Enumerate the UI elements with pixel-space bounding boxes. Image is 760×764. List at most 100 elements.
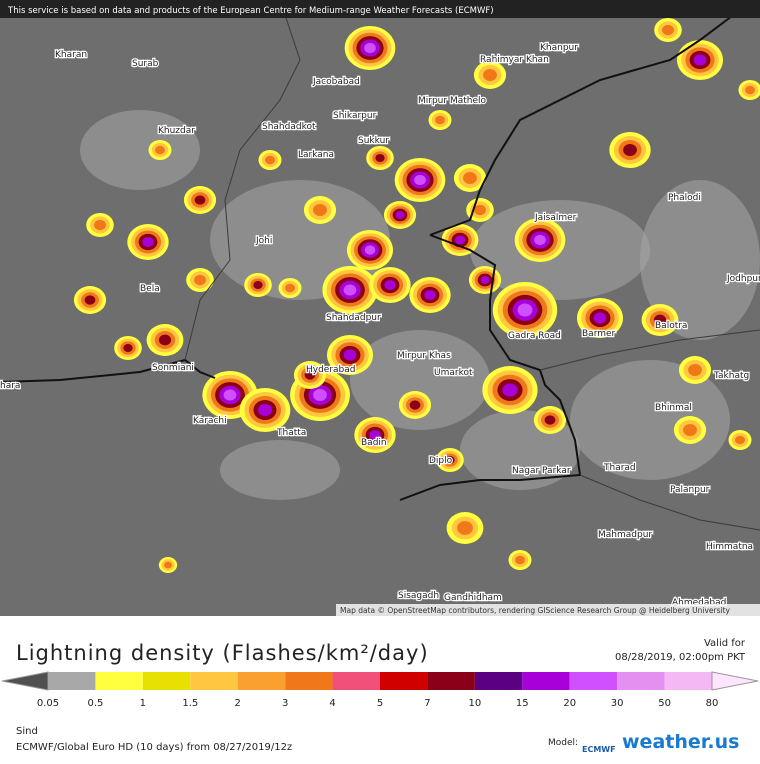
legend-tick-label: 20	[563, 698, 576, 709]
legend-tick-label: 15	[516, 698, 529, 709]
city: Bhinmal	[655, 403, 692, 413]
city: Khuzdar	[158, 126, 195, 136]
city: Shikarpur	[333, 111, 377, 121]
lightning-cell	[435, 116, 445, 125]
city: Jodhpur	[726, 274, 760, 284]
legend-swatch	[427, 672, 474, 690]
lightning-cell	[424, 290, 435, 300]
city: Sukkur	[358, 136, 389, 146]
legend-tick-label: 1	[140, 698, 146, 709]
city: Tharad	[603, 463, 636, 473]
legend-tick-label: 0.05	[37, 698, 59, 709]
lightning-cell	[194, 275, 206, 285]
city: Surab	[132, 59, 159, 69]
lightning-cell	[694, 55, 707, 66]
lightning-cell	[481, 276, 490, 284]
lightning-cell	[164, 562, 172, 569]
legend-swatch	[380, 672, 427, 690]
lightning-cell	[623, 144, 637, 156]
banner-text: This service is based on data and produc…	[7, 6, 494, 16]
lightning-cell	[344, 284, 357, 295]
legend-swatch	[285, 672, 332, 690]
city: Hyderabad	[306, 365, 356, 375]
lightning-cell	[502, 383, 517, 396]
lightning-cell	[364, 43, 376, 53]
legend-swatch	[48, 672, 95, 690]
lightning-cell	[85, 295, 96, 304]
legend-swatch	[143, 672, 190, 690]
city: Badin	[361, 438, 387, 448]
legend-swatch	[617, 672, 664, 690]
legend-tick-label: 10	[468, 698, 481, 709]
legend-tick-label: 1.5	[182, 698, 198, 709]
city: Larkana	[298, 150, 334, 160]
city: Nagar Parkar	[512, 466, 571, 476]
legend-arrow-low	[2, 672, 48, 690]
legend-swatch	[665, 672, 712, 690]
lightning-cell	[159, 335, 171, 346]
lightning-cell	[94, 220, 106, 230]
lightning-cell	[344, 350, 357, 361]
legend-swatch	[570, 672, 617, 690]
city: Mahmadpur	[598, 530, 652, 540]
valid-label: Valid for	[704, 638, 746, 649]
city: Jaisalmer	[534, 213, 577, 223]
legend-tick-label: 5	[377, 698, 383, 709]
lightning-cell	[474, 205, 486, 215]
lightning-cell	[545, 415, 556, 424]
lightning-cell	[396, 211, 405, 219]
legend-tick-label: 30	[611, 698, 624, 709]
city: Takhatg	[713, 371, 749, 381]
city: Mirpur Mathelo	[418, 96, 486, 106]
city: Karachi	[193, 416, 227, 426]
lightning-cell	[384, 280, 395, 290]
lightning-cell	[285, 284, 295, 293]
model-label: Model:	[548, 738, 578, 748]
city: Khanpur	[540, 43, 578, 53]
lightning-cell	[258, 404, 272, 416]
city: Sonmiani	[152, 363, 194, 373]
lightning-cell	[735, 436, 745, 445]
city: Diplo	[429, 456, 453, 466]
lightning-cell	[483, 69, 497, 81]
lightning-cell	[313, 204, 327, 216]
city: Jacobabad	[312, 77, 360, 87]
lightning-patch	[80, 110, 200, 190]
legend-tick-label: 50	[658, 698, 671, 709]
valid-time: 08/28/2019, 02:00pm PKT	[615, 652, 746, 663]
city: Gadra Road	[508, 331, 561, 341]
city: Rahimyar Khan	[480, 55, 549, 65]
city: Sisagadh	[398, 591, 439, 601]
lightning-cell	[410, 400, 421, 409]
lightning-cell	[594, 313, 607, 324]
city: Shahdadkot	[262, 122, 316, 132]
legend-swatch	[475, 672, 522, 690]
brand: weather.us	[622, 731, 739, 753]
model-info: ECMWF/Global Euro HD (10 days) from 08/2…	[16, 742, 292, 753]
lightning-cell	[195, 195, 206, 204]
model-logo: ECMWF	[582, 745, 616, 754]
city: Kharan	[55, 50, 87, 60]
lightning-cell	[662, 25, 674, 35]
legend-title: Lightning density (Flashes/km²/day)	[16, 641, 429, 665]
lightning-cell	[518, 304, 533, 317]
legend-swatch	[522, 672, 569, 690]
legend-swatch	[333, 672, 380, 690]
legend-swatch	[95, 672, 142, 690]
city: Shahdadpur	[326, 313, 381, 323]
lightning-cell	[253, 281, 262, 289]
city: Gandhidham	[444, 593, 502, 603]
lightning-cell	[224, 389, 237, 400]
lightning-cell	[515, 556, 525, 565]
legend-tick-label: 3	[282, 698, 288, 709]
legend-swatch	[190, 672, 237, 690]
lightning-cell	[313, 389, 327, 401]
lightning-cell	[155, 146, 165, 155]
city: Mirpur Khas	[397, 351, 451, 361]
legend-tick-label: 7	[424, 698, 430, 709]
lightning-patch	[220, 440, 340, 500]
city: Himmatna	[706, 542, 753, 552]
legend-tick-label: 2	[235, 698, 241, 709]
